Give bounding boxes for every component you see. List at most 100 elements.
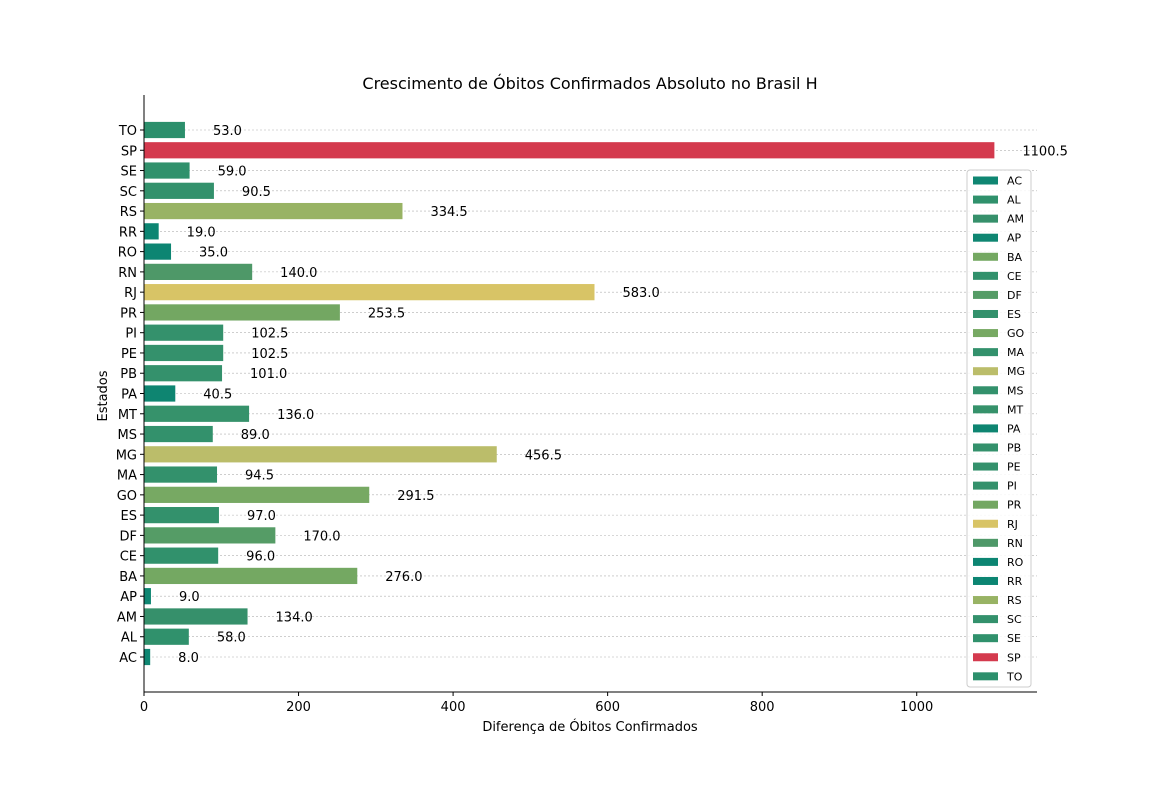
x-axis-title: Diferença de Óbitos Confirmados — [482, 719, 698, 735]
bars — [144, 121, 995, 666]
legend-swatch-ro — [973, 557, 998, 566]
bar-ba — [144, 567, 358, 585]
bar-df — [144, 527, 276, 544]
value-label-ms: 89.0 — [241, 428, 270, 443]
value-label-sp: 1100.5 — [1022, 144, 1068, 159]
bar-rr — [144, 223, 159, 240]
legend-swatch-df — [973, 290, 998, 299]
y-tick-label-rs: RS — [120, 205, 137, 220]
legend-label-ma: MA — [1007, 346, 1024, 359]
bar-ap — [144, 588, 151, 605]
bar-am — [144, 608, 248, 625]
bar-pb — [144, 365, 223, 382]
y-tick-label-rr: RR — [119, 225, 137, 240]
gridlines — [144, 129, 1037, 658]
x-tick-label-600: 600 — [595, 700, 620, 715]
legend-swatch-al — [973, 195, 998, 204]
legend-label-ac: AC — [1007, 175, 1022, 188]
y-tick-label-go: GO — [117, 489, 137, 504]
legend-label-ro: RO — [1007, 556, 1024, 569]
legend-label-rr: RR — [1007, 575, 1023, 588]
legend-swatch-rr — [973, 576, 998, 585]
legend-label-ms: MS — [1007, 384, 1023, 397]
bar-ac — [144, 648, 151, 666]
legend-swatch-ap — [973, 233, 998, 242]
legend-label-ce: CE — [1007, 270, 1022, 283]
legend-label-es: ES — [1007, 308, 1021, 321]
x-ticks: 0 200 400 600 800 1000 — [140, 692, 933, 715]
legend-label-ap: AP — [1007, 232, 1022, 245]
legend-label-mt: MT — [1007, 403, 1023, 416]
x-tick-label-1000: 1000 — [900, 700, 933, 715]
y-tick-label-se: SE — [121, 165, 137, 180]
bar-ce — [144, 547, 219, 564]
bar-to — [144, 121, 185, 139]
bar-rn — [144, 263, 253, 280]
bar-pi — [144, 324, 224, 341]
y-tick-label-ce: CE — [120, 550, 137, 565]
legend-swatch-ba — [973, 252, 998, 261]
y-tick-label-am: AM — [117, 610, 137, 625]
y-tick-label-pi: PI — [125, 327, 137, 342]
y-tick-label-mg: MG — [116, 448, 137, 463]
y-axis-title: Estados — [96, 370, 111, 421]
legend-label-rn: RN — [1007, 537, 1023, 550]
y-tick-label-rj: RJ — [124, 286, 137, 301]
value-labels: 8.0 58.0 134.0 9.0 276.0 96.0 170.0 97.0 291.5 94… — [178, 124, 1068, 666]
bar-mg — [144, 446, 497, 463]
value-label-al: 58.0 — [217, 631, 246, 646]
y-tick-label-df: DF — [120, 529, 138, 544]
bar-ms — [144, 425, 213, 443]
legend-swatch-ma — [973, 348, 998, 357]
y-tick-label-ro: RO — [118, 246, 137, 261]
bar-pa — [144, 385, 176, 402]
y-tick-label-al: AL — [121, 631, 138, 646]
y-tick-label-pe: PE — [121, 347, 137, 362]
y-tick-label-ap: AP — [120, 590, 137, 605]
value-label-rs: 334.5 — [430, 205, 467, 220]
legend-swatch-mg — [973, 367, 998, 376]
y-tick-label-pb: PB — [120, 367, 137, 382]
value-label-es: 97.0 — [247, 509, 276, 524]
y-tick-label-mt: MT — [118, 408, 137, 423]
value-label-pi: 102.5 — [251, 327, 288, 342]
legend-swatch-mt — [973, 405, 998, 414]
legend-swatch-rs — [973, 596, 998, 605]
legend-swatch-pr — [973, 500, 998, 509]
y-tick-label-ac: AC — [119, 651, 137, 666]
value-label-ce: 96.0 — [246, 550, 275, 565]
bar-mt — [144, 405, 250, 422]
value-label-go: 291.5 — [397, 489, 434, 504]
legend-label-pe: PE — [1007, 461, 1021, 474]
legend-swatch-go — [973, 329, 998, 338]
value-label-rn: 140.0 — [280, 266, 317, 281]
value-label-se: 59.0 — [218, 165, 247, 180]
value-label-ap: 9.0 — [179, 590, 200, 605]
y-tick-label-ma: MA — [117, 469, 137, 484]
bar-es — [144, 507, 219, 524]
legend-label-rs: RS — [1007, 594, 1022, 607]
legend-label-ba: BA — [1007, 251, 1023, 264]
value-label-ac: 8.0 — [178, 651, 199, 666]
legend: AC AL AM AP BA CE DF ES GO MA MG MS MT PA PB PE PI PR RJ RN… — [966, 169, 1032, 688]
bar-go — [144, 486, 370, 503]
bar-se — [144, 162, 190, 179]
legend-swatch-pb — [973, 443, 998, 452]
value-label-pe: 102.5 — [251, 347, 288, 362]
legend-label-pb: PB — [1007, 441, 1021, 454]
bar-pe — [144, 344, 224, 362]
legend-swatch-pe — [973, 462, 998, 471]
value-label-df: 170.0 — [303, 529, 340, 544]
legend-label-sp: SP — [1007, 651, 1021, 664]
value-label-rj: 583.0 — [623, 286, 660, 301]
bar-sp — [144, 142, 995, 159]
legend-swatch-rn — [973, 538, 998, 547]
y-tick-label-sc: SC — [120, 185, 137, 200]
legend-label-to: TO — [1006, 670, 1023, 683]
legend-swatch-ce — [973, 271, 998, 280]
value-label-mg: 456.5 — [525, 448, 562, 463]
y-tick-label-ba: BA — [119, 570, 137, 585]
bar-ma — [144, 466, 218, 483]
value-label-ro: 35.0 — [199, 246, 228, 261]
